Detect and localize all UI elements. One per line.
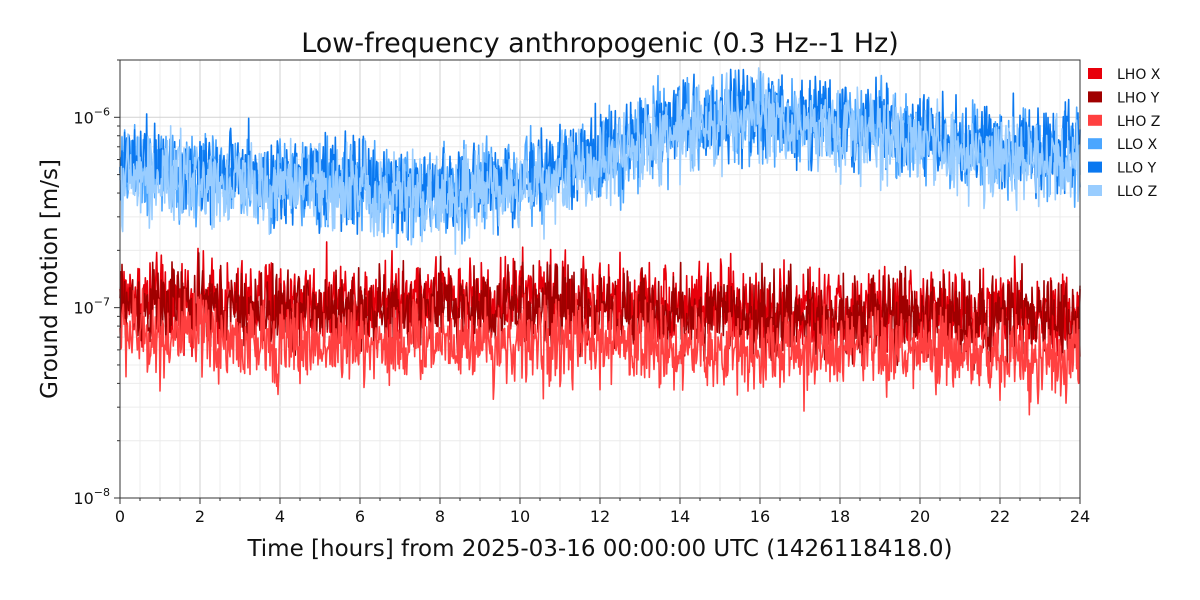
legend-swatch <box>1088 91 1102 103</box>
series-line-llo-z <box>119 67 1081 255</box>
x-tick-label: 10 <box>510 507 530 526</box>
legend-label: LHO Z <box>1117 114 1160 130</box>
x-tick-label: 24 <box>1070 507 1090 526</box>
y-axis-label: Ground motion [m/s] <box>37 159 63 399</box>
legend-label: LHO Y <box>1117 90 1160 106</box>
x-tick-label: 2 <box>195 507 205 526</box>
x-tick-label: 22 <box>990 507 1010 526</box>
y-tick-label: 10−7 <box>73 296 110 318</box>
legend-swatch <box>1088 68 1102 79</box>
y-tick-label: 10−8 <box>73 486 110 508</box>
x-axis-label: Time [hours] from 2025-03-16 00:00:00 UT… <box>246 536 952 562</box>
x-tick-label: 18 <box>830 507 850 526</box>
legend-swatch <box>1088 185 1102 196</box>
x-tick-label: 4 <box>275 507 285 526</box>
legend-swatch <box>1088 114 1102 126</box>
series-lines <box>119 67 1081 416</box>
legend: LHO X LHO Y LHO Z LLO X LLO Y LLO Z <box>1088 67 1161 200</box>
x-tick-label: 6 <box>355 507 365 526</box>
x-tick-label: 0 <box>115 507 125 526</box>
x-tick-label: 14 <box>670 507 690 526</box>
series-line-lho-z <box>119 287 1081 416</box>
x-tick-label: 8 <box>435 507 445 526</box>
legend-swatch <box>1088 138 1102 150</box>
x-tick-label: 16 <box>750 507 770 526</box>
legend-label: LLO X <box>1117 137 1158 153</box>
legend-label: LLO Y <box>1117 161 1157 177</box>
legend-swatch <box>1088 161 1102 173</box>
legend-label: LHO X <box>1117 67 1161 83</box>
x-tick-label: 12 <box>590 507 610 526</box>
y-tick-label: 10−6 <box>73 105 110 127</box>
legend-label: LLO Z <box>1117 184 1157 200</box>
chart-title: Low-frequency anthropogenic (0.3 Hz--1 H… <box>301 28 899 59</box>
x-tick-label: 20 <box>910 507 930 526</box>
